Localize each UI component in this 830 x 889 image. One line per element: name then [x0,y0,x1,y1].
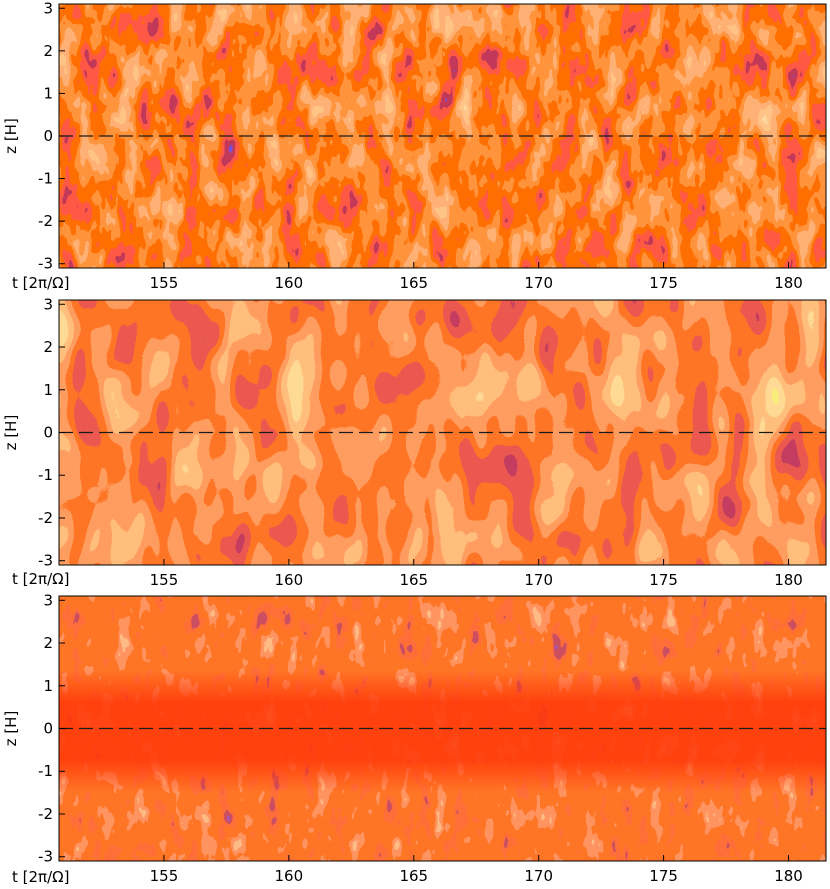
y-tick-label: 2 [43,634,53,652]
y-tick-label: 1 [43,677,53,695]
x-tick-label: 175 [649,274,678,292]
x-tick-label: 155 [150,571,179,589]
y-tick-label: 3 [43,591,53,609]
x-tick-label: 175 [649,867,678,885]
y-tick-label: -2 [38,805,53,823]
x-axis-label-3: t [2π/Ω] [12,868,69,886]
x-tick-label: 160 [275,867,304,885]
y-tick-label: -3 [38,255,53,273]
y-tick-label: 0 [43,720,53,738]
x-tick-label: 175 [649,571,678,589]
x-tick-label: 160 [275,274,304,292]
x-tick-label: 180 [774,867,803,885]
x-tick-label: 160 [275,571,304,589]
x-tick-label: 170 [524,274,553,292]
x-tick-label: 165 [399,274,428,292]
y-tick-label: -2 [38,212,53,230]
y-tick-label: 0 [43,127,53,145]
y-tick-label: 2 [43,338,53,356]
y-axis-label: z [H] [2,415,20,451]
x-tick-label: 165 [399,867,428,885]
y-tick-label: 1 [43,84,53,102]
x-tick-label: 180 [774,571,803,589]
x-tick-label: 165 [399,571,428,589]
y-tick-label: -1 [38,762,53,780]
y-tick-label: 1 [43,381,53,399]
x-axis-label-2: t [2π/Ω] [12,570,69,588]
y-axis-label: z [H] [2,711,20,747]
y-axis-label: z [H] [2,118,20,154]
y-tick-label: -2 [38,509,53,527]
x-tick-label: 180 [774,274,803,292]
y-tick-label: 3 [43,295,53,313]
y-tick-label: -3 [38,552,53,570]
panel-2: 3 2 1 0 -1 -2 -3 155 160 165 170 175 180 z [H] [2,295,827,589]
y-tick-label: 0 [43,424,53,442]
x-tick-label: 155 [150,274,179,292]
panel-3: 3 2 1 0 -1 -2 -3 155 160 165 170 175 180 z [H] [2,591,827,885]
x-tick-label: 170 [524,571,553,589]
y-tick-label: -1 [38,466,53,484]
x-tick-label: 155 [150,867,179,885]
x-axis-label-1: t [2π/Ω] [12,274,69,292]
y-tick-label: 3 [43,0,53,17]
y-tick-label: -1 [38,170,53,188]
y-tick-label: 2 [43,42,53,60]
x-tick-label: 170 [524,867,553,885]
y-tick-label: -3 [38,848,53,866]
panel-1: 3 2 1 0 -1 -2 -3 155 160 165 170 175 180 z [H] [2,0,827,292]
